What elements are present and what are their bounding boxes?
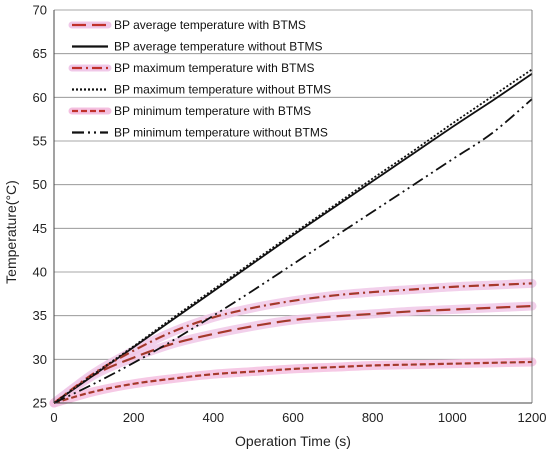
y-tick-label: 50 <box>33 177 47 192</box>
y-tick-label: 65 <box>33 46 47 61</box>
y-tick-label: 55 <box>33 134 47 149</box>
y-axis-title: Temperature(°C) <box>3 180 19 284</box>
y-tick-label: 40 <box>33 265 47 280</box>
legend-label: BP average temperature with BTMS <box>114 18 306 32</box>
legend-label: BP minimum temperature without BTMS <box>114 126 328 140</box>
legend-entry: BP maximum temperature without BTMS <box>72 83 331 97</box>
legend-label: BP minimum temperature with BTMS <box>114 104 311 118</box>
x-tick-label: 800 <box>362 410 384 425</box>
y-tick-label: 25 <box>33 396 47 411</box>
legend-label: BP average temperature without BTMS <box>114 40 323 54</box>
legend-entry: BP minimum temperature without BTMS <box>72 126 328 140</box>
x-tick-labels: 0 200 400 600 800 1000 1200 <box>50 410 546 425</box>
x-tick-label: 400 <box>202 410 224 425</box>
legend-entry: BP maximum temperature with BTMS <box>68 61 315 75</box>
x-tick-label: 600 <box>282 410 304 425</box>
legend-entry: BP average temperature without BTMS <box>72 40 323 54</box>
legend-label: BP maximum temperature with BTMS <box>114 61 315 75</box>
y-tick-label: 30 <box>33 352 47 367</box>
x-tick-label: 0 <box>50 410 57 425</box>
x-tick-label: 1000 <box>438 410 467 425</box>
legend-entry: BP minimum temperature with BTMS <box>68 104 311 118</box>
y-tick-labels: 25 30 35 40 45 50 55 60 65 70 <box>33 3 47 411</box>
series-line-core <box>53 361 533 404</box>
series-line-core <box>53 305 533 404</box>
y-tick-label: 35 <box>33 308 47 323</box>
axes <box>53 10 533 404</box>
x-tick-label: 200 <box>123 410 145 425</box>
y-tick-label: 60 <box>33 90 47 105</box>
series-lines <box>53 68 533 405</box>
y-tick-label: 70 <box>33 3 47 18</box>
series-line <box>53 68 533 404</box>
x-axis-title: Operation Time (s) <box>235 433 351 449</box>
series-line <box>53 98 533 404</box>
x-tick-label: 1200 <box>518 410 547 425</box>
series-line-core <box>53 282 533 404</box>
legend-entry: BP average temperature with BTMS <box>68 18 306 32</box>
legend: BP average temperature with BTMS BP avera… <box>68 18 331 140</box>
y-tick-label: 45 <box>33 221 47 236</box>
legend-label: BP maximum temperature without BTMS <box>114 83 331 97</box>
grid-lines <box>54 9 532 360</box>
